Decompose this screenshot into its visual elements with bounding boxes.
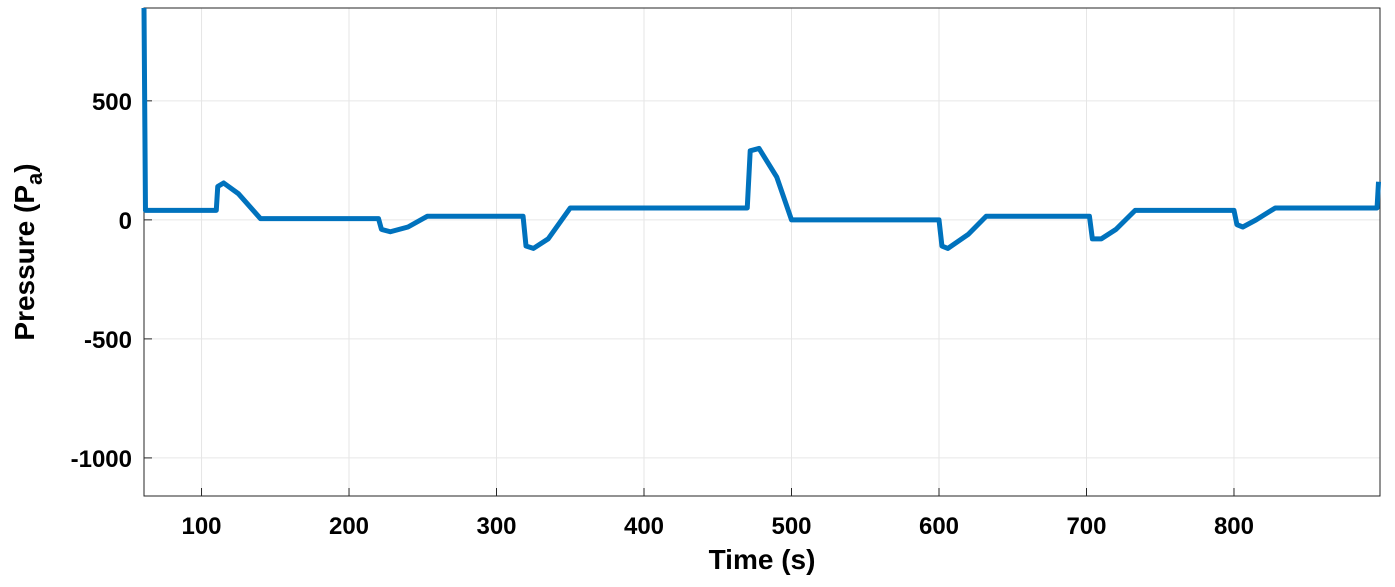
y-label-main: Pressure (P [9, 185, 40, 341]
x-tick-label: 400 [624, 513, 664, 540]
x-tick-label: 700 [1066, 513, 1106, 540]
data-line [141, 7, 1382, 251]
x-tick-label: 300 [476, 513, 516, 540]
x-tick-label: 500 [771, 513, 811, 540]
y-tick-label: -500 [84, 327, 132, 354]
plot-frame [143, 7, 1381, 497]
y-tick-label: 500 [92, 89, 132, 116]
y-axis-label: Pressure (Pa) [9, 163, 47, 340]
y-tick-label: 0 [119, 208, 132, 235]
x-tick-label: 200 [329, 513, 369, 540]
x-tick-label: 100 [181, 513, 221, 540]
x-tick-label: 800 [1214, 513, 1254, 540]
x-tick-label: 600 [919, 513, 959, 540]
y-label-end: ) [9, 163, 40, 172]
y-label-sub: a [22, 172, 47, 185]
y-tick-label: -1000 [71, 446, 132, 473]
x-axis-label: Time (s) [709, 544, 816, 575]
